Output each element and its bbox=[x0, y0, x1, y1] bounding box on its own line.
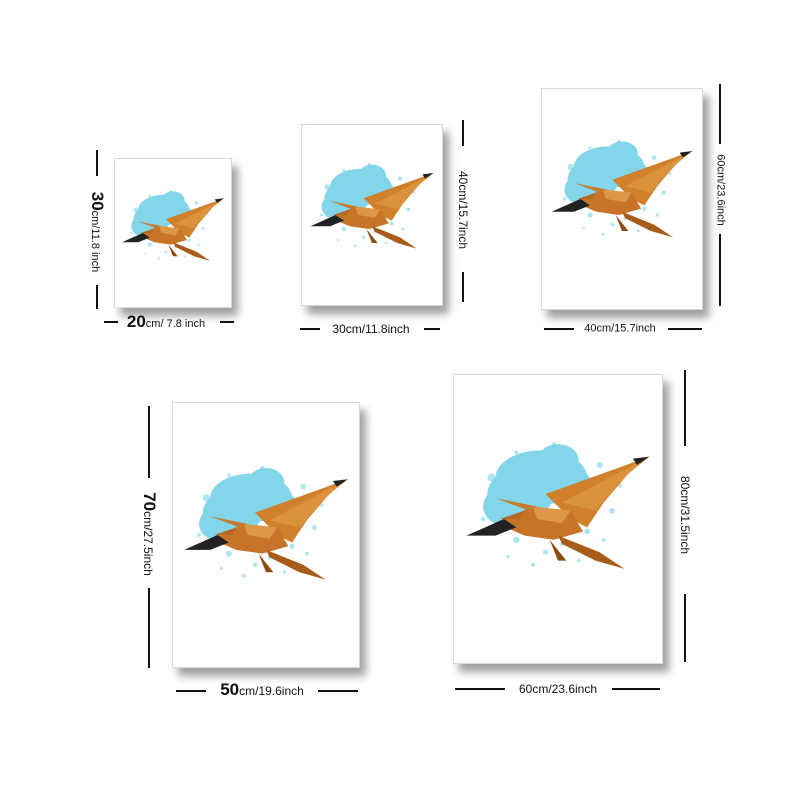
pterosaur-artwork bbox=[542, 89, 702, 309]
pterosaur-artwork bbox=[115, 159, 231, 307]
print-20x30 bbox=[114, 158, 232, 308]
width-line-right bbox=[318, 690, 358, 692]
pterosaur-artwork bbox=[173, 403, 359, 667]
height-label-70cm: 70cm/27.5inch bbox=[140, 492, 159, 576]
width-label-20cm: 20cm/ 7.8 inch bbox=[126, 312, 206, 331]
width-line-left bbox=[300, 328, 320, 330]
width-line-left bbox=[176, 690, 206, 692]
pterosaur-artwork bbox=[454, 375, 662, 663]
pterosaur-artwork bbox=[302, 125, 442, 305]
width-label-40cm: 40cm/15.7inch bbox=[584, 322, 656, 335]
height-line-bottom bbox=[462, 272, 464, 302]
width-line-right bbox=[612, 688, 660, 690]
height-label-40cm: 40cm/15.7inch bbox=[456, 170, 470, 250]
height-label-60cm: 60cm/23.6inch bbox=[714, 154, 727, 226]
height-line-bottom bbox=[148, 588, 150, 668]
width-label-30cm: 30cm/11.8inch bbox=[332, 322, 410, 336]
width-label-50cm: 50cm/19.6inch bbox=[220, 680, 304, 699]
height-line-top bbox=[719, 84, 721, 144]
height-line-bottom bbox=[719, 234, 721, 306]
height-label-80cm: 80cm/31.5inch bbox=[678, 475, 692, 555]
width-line-left bbox=[104, 321, 118, 323]
print-60x80 bbox=[453, 374, 663, 664]
height-line-bottom bbox=[96, 285, 98, 309]
print-50x70 bbox=[172, 402, 360, 668]
print-30x40 bbox=[301, 124, 443, 306]
height-line-top bbox=[684, 370, 686, 446]
width-label-60cm: 60cm/23.6inch bbox=[518, 682, 598, 696]
height-label-30cm: 30cm/11.8 inch bbox=[88, 191, 107, 273]
width-line-right bbox=[220, 321, 234, 323]
height-line-top bbox=[96, 150, 98, 176]
height-line-top bbox=[462, 120, 464, 146]
width-line-left bbox=[455, 688, 505, 690]
width-line-right bbox=[668, 328, 702, 330]
width-line-right bbox=[424, 328, 440, 330]
print-40x60 bbox=[541, 88, 703, 310]
height-line-bottom bbox=[684, 594, 686, 662]
height-line-top bbox=[148, 406, 150, 478]
width-line-left bbox=[544, 328, 574, 330]
